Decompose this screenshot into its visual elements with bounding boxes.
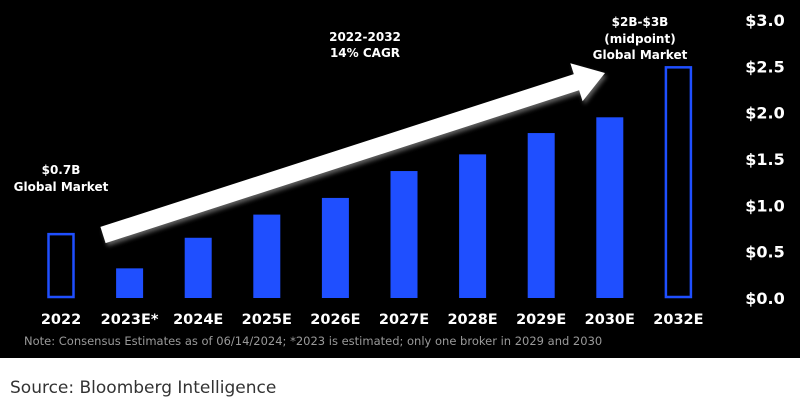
y-tick-label: $2.0 [745, 104, 784, 123]
y-tick-label: $0.0 [745, 289, 784, 308]
category-label: 2029E [516, 312, 566, 328]
annotations: $0.7B Global Market 2022-2032 14% CAGR $… [14, 15, 688, 194]
category-label: 2032E [653, 312, 703, 328]
annotation-end-value: $2B-$3B [612, 15, 669, 29]
bar-2029e [527, 133, 555, 298]
category-label: 2030E [585, 312, 635, 328]
annotation-cagr-period: 2022-2032 [329, 30, 401, 44]
bar-2025e [253, 214, 281, 298]
bar-2024e [184, 237, 212, 298]
y-tick-label: $3.0 [745, 11, 784, 30]
bar-2028e [459, 154, 487, 298]
category-labels: 2022 2023E* 2024E 2025E 2026E 2027E 2028E 2029E… [41, 312, 704, 328]
bar-2022 [47, 232, 75, 299]
bar-2027e [390, 171, 418, 298]
category-label: 2025E [242, 312, 292, 328]
y-tick-label: $0.5 [745, 243, 784, 262]
chart-note: Note: Consensus Estimates as of 06/14/20… [24, 334, 603, 348]
annotation-cagr-rate: 14% CAGR [330, 46, 400, 60]
category-label: 2022 [41, 312, 81, 328]
category-label: 2026E [310, 312, 360, 328]
category-label: 2023E* [101, 312, 159, 328]
source-caption: Source: Bloomberg Intelligence [10, 378, 277, 398]
chart-panel: 2022 2023E* 2024E 2025E 2026E 2027E 2028E 2029E… [0, 0, 800, 358]
bar-chart: 2022 2023E* 2024E 2025E 2026E 2027E 2028E 2029E… [14, 11, 785, 328]
growth-arrow [100, 63, 608, 247]
annotation-start-value: $0.7B [42, 163, 81, 177]
bar-2023e [116, 268, 144, 298]
category-label: 2024E [173, 312, 223, 328]
bar-2032e [664, 66, 693, 299]
annotation-start-label: Global Market [14, 180, 109, 194]
bar-2026e [321, 197, 349, 298]
category-label: 2027E [379, 312, 429, 328]
annotation-end-midpoint: (midpoint) [604, 32, 675, 46]
y-tick-label: $1.5 [745, 150, 784, 169]
y-axis-tick-labels: $0.0 $0.5 $1.0 $1.5 $2.0 $2.5 $3.0 [745, 11, 784, 308]
bars-layer [47, 66, 693, 299]
y-tick-label: $1.0 [745, 196, 784, 215]
category-label: 2028E [447, 312, 497, 328]
annotation-end-label: Global Market [593, 48, 688, 62]
bar-2030e [596, 117, 624, 298]
y-tick-label: $2.5 [745, 57, 784, 76]
